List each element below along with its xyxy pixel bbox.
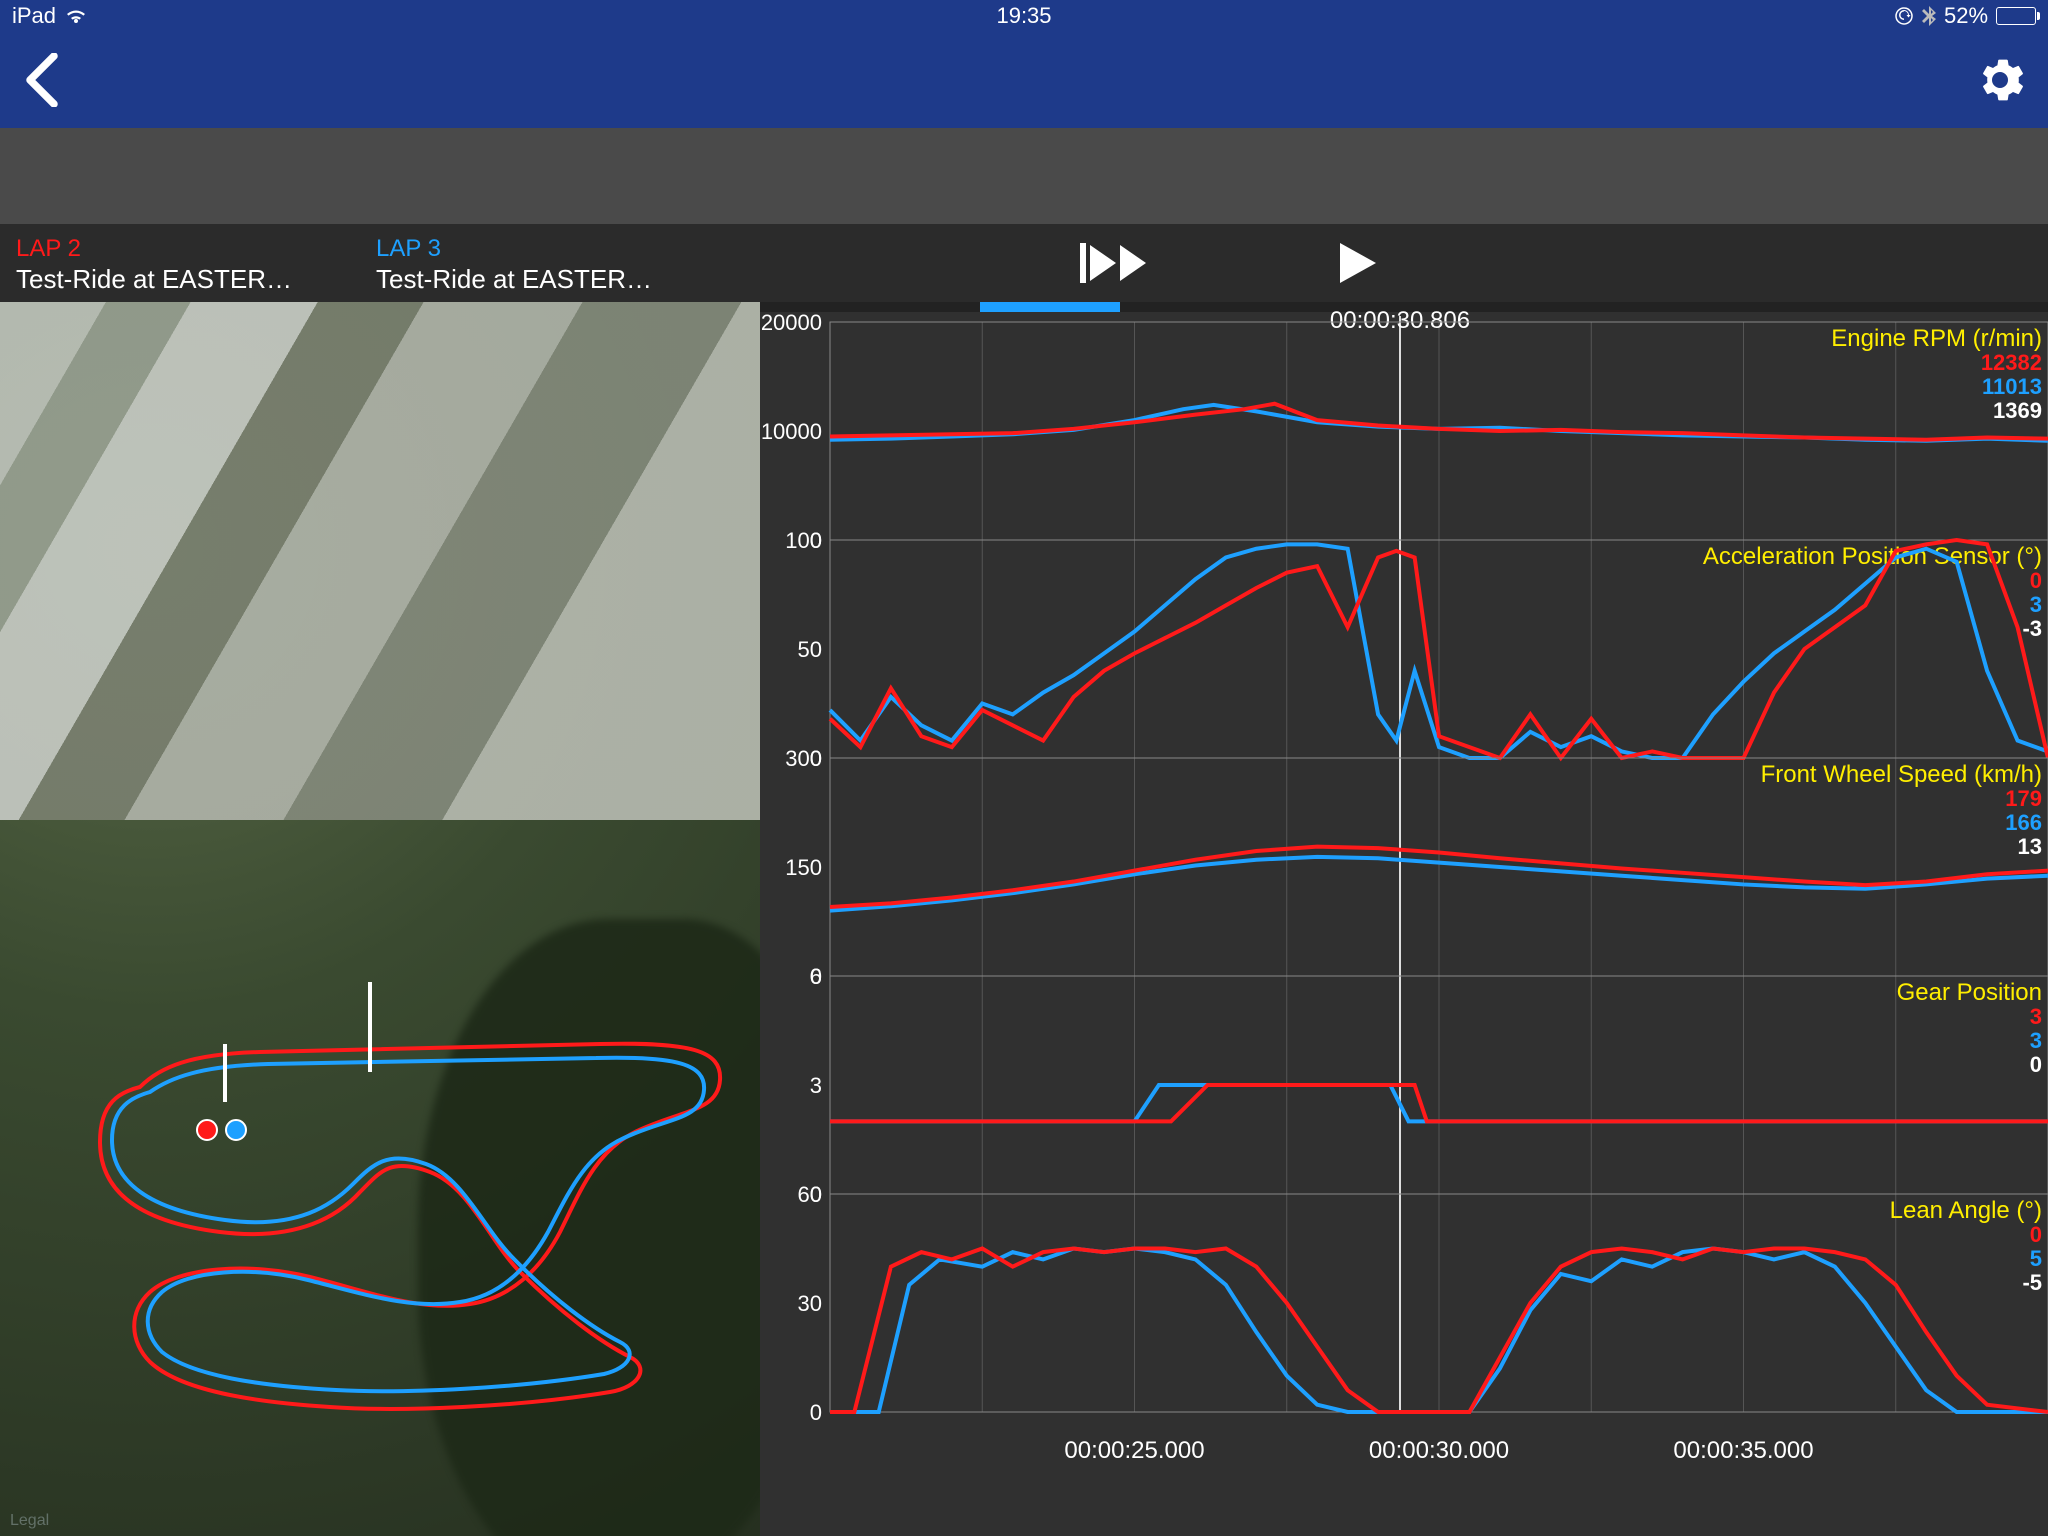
map-legal-link[interactable]: Legal	[10, 1512, 49, 1530]
position-marker-lap2	[196, 1119, 218, 1141]
status-time: 19:35	[687, 3, 1362, 29]
lap2-header[interactable]: LAP 2 Test-Ride at EASTER…	[0, 231, 360, 295]
svg-text:100: 100	[785, 528, 822, 553]
lap2-subtitle: Test-Ride at EASTER…	[16, 264, 344, 295]
svg-text:30: 30	[798, 1291, 822, 1316]
svg-text:3: 3	[810, 1073, 822, 1098]
svg-text:-3: -3	[2022, 616, 2042, 641]
position-marker-lap3	[225, 1119, 247, 1141]
lap-header: LAP 2 Test-Ride at EASTER… LAP 3 Test-Ri…	[0, 224, 2048, 302]
svg-text:Engine RPM (r/min): Engine RPM (r/min)	[1831, 325, 2042, 352]
svg-text:3: 3	[2030, 1004, 2042, 1029]
svg-text:00:00:30.806: 00:00:30.806	[1330, 307, 1470, 334]
svg-text:60: 60	[798, 1182, 822, 1207]
svg-text:300: 300	[785, 746, 822, 771]
svg-text:-5: -5	[2022, 1270, 2042, 1295]
svg-text:0: 0	[810, 1400, 822, 1425]
chart-pane[interactable]: 00:00:30.806 00:00:25.000 00:00:30.000 00:0…	[760, 302, 2048, 1536]
lap3-subtitle: Test-Ride at EASTER…	[376, 264, 704, 295]
back-button[interactable]	[24, 53, 60, 107]
svg-text:00:00:35.000: 00:00:35.000	[1673, 1437, 1813, 1464]
svg-text:Gear Position: Gear Position	[1897, 979, 2042, 1006]
lap3-header[interactable]: LAP 3 Test-Ride at EASTER…	[360, 231, 720, 295]
playback-controls	[760, 224, 2048, 302]
map-pane[interactable]: Legal	[0, 302, 760, 1536]
main-split: Legal 00:00:30.806 00:00:25.000 00:00:30.0…	[0, 302, 2048, 1536]
ios-status-bar: iPad 19:35 52%	[0, 0, 2048, 32]
svg-text:3: 3	[2030, 1028, 2042, 1053]
wifi-icon	[64, 7, 88, 25]
lap3-label: LAP 3	[376, 235, 704, 264]
svg-text:00:00:30.000: 00:00:30.000	[1369, 1437, 1509, 1464]
svg-text:5: 5	[2030, 1246, 2042, 1271]
lap2-label: LAP 2	[16, 235, 344, 264]
play-button[interactable]	[1332, 239, 1380, 287]
svg-text:13: 13	[2018, 834, 2042, 859]
settings-button[interactable]	[1976, 56, 2024, 104]
svg-text:166: 166	[2005, 810, 2042, 835]
svg-text:11013: 11013	[1982, 374, 2042, 399]
svg-text:6: 6	[810, 964, 822, 989]
svg-text:Front Wheel Speed (km/h): Front Wheel Speed (km/h)	[1761, 761, 2042, 788]
rewind-button[interactable]	[1080, 239, 1152, 287]
battery-icon	[1996, 7, 2036, 25]
track-overlay	[0, 302, 760, 1536]
battery-percent: 52%	[1944, 3, 1988, 29]
svg-text:Lean Angle (°): Lean Angle (°)	[1890, 1197, 2042, 1224]
secondary-bar	[0, 128, 2048, 224]
device-label: iPad	[12, 3, 56, 29]
svg-text:0: 0	[2030, 1052, 2042, 1077]
svg-text:0: 0	[2030, 1222, 2042, 1247]
svg-text:0: 0	[2030, 568, 2042, 593]
svg-text:1369: 1369	[1993, 398, 2042, 423]
svg-text:179: 179	[2005, 786, 2042, 811]
svg-text:00:00:25.000: 00:00:25.000	[1064, 1437, 1204, 1464]
svg-text:50: 50	[798, 637, 822, 662]
orientation-lock-icon	[1894, 6, 1914, 26]
svg-text:150: 150	[785, 855, 822, 880]
svg-text:10000: 10000	[761, 419, 822, 444]
nav-bar	[0, 32, 2048, 128]
bluetooth-icon	[1922, 6, 1936, 26]
svg-text:20000: 20000	[761, 310, 822, 335]
svg-text:12382: 12382	[1981, 350, 2042, 375]
svg-text:3: 3	[2030, 592, 2042, 617]
telemetry-charts: 00:00:30.806 00:00:25.000 00:00:30.000 00:0…	[760, 302, 2048, 1536]
